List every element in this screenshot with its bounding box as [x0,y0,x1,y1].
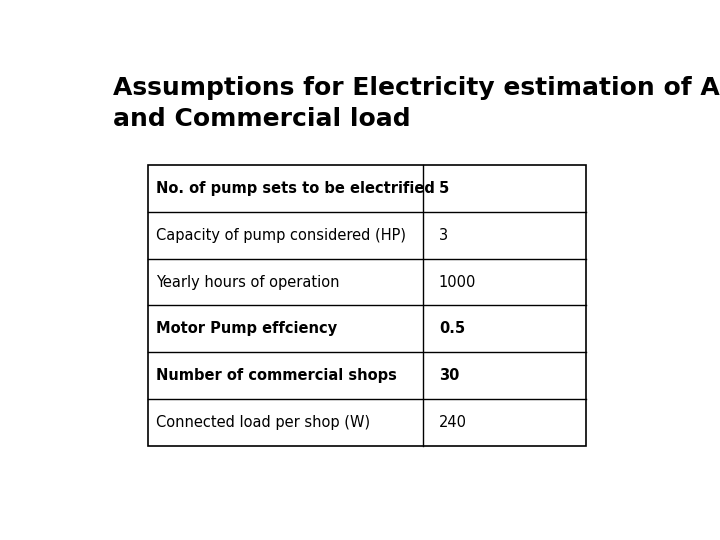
Text: Connected load per shop (W): Connected load per shop (W) [156,415,370,430]
Bar [148,165,586,446]
Text: Capacity of pump considered (HP): Capacity of pump considered (HP) [156,228,406,242]
Text: Number of commercial shops: Number of commercial shops [156,368,397,383]
Text: No. of pump sets to be electrified: No. of pump sets to be electrified [156,181,435,196]
Text: 240: 240 [438,415,467,430]
Text: 5: 5 [438,181,449,196]
Text: 3: 3 [438,228,448,242]
Text: Yearly hours of operation: Yearly hours of operation [156,274,339,289]
Text: 30: 30 [438,368,459,383]
Text: 1000: 1000 [438,274,476,289]
Text: 0.5: 0.5 [438,321,465,336]
Text: Motor Pump effciency: Motor Pump effciency [156,321,337,336]
Text: Assumptions for Electricity estimation of Agriculture
and Commercial load: Assumptions for Electricity estimation o… [113,76,720,131]
